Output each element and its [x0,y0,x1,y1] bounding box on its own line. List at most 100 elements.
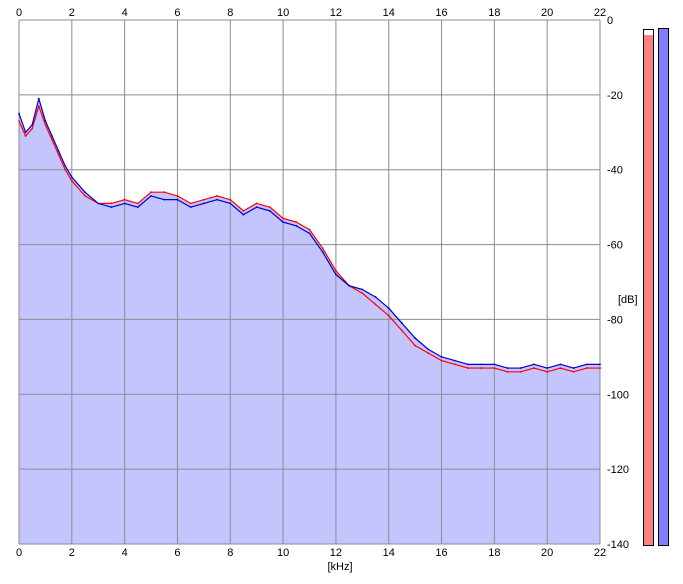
x-tick-label-top: 8 [227,7,233,19]
blue-channel-point [51,135,53,137]
blue-channel-point [348,284,351,287]
red-channel-point [44,123,47,126]
blue-channel-point [427,348,430,351]
red-channel-point [321,247,324,250]
spectrum-fill-layer [19,98,600,544]
red-channel-point [150,191,152,194]
red-channel-point [31,127,34,130]
x-axis-label: [kHz] [327,561,352,573]
blue-channel-point [84,191,86,194]
x-tick-label-top: 18 [488,7,500,19]
blue-channel-point [242,213,245,216]
blue-channel-point [123,202,126,205]
blue-channel-point [282,221,284,224]
red-channel-point [387,314,390,317]
x-tick-label-top: 20 [541,7,553,19]
blue-channel-point [97,202,100,205]
x-tick-label-top: 12 [330,7,342,19]
x-tick-label-top: 16 [435,7,447,19]
red-channel-point [24,135,27,137]
red-channel-point [189,202,192,205]
x-tick-label-top: 4 [122,7,128,19]
red-channel-point [216,195,218,197]
red-channel-point [427,352,430,355]
red-channel-point [176,195,179,197]
blue-channel-point [440,355,443,358]
x-tick-label-bottom: 22 [594,547,606,559]
red-channel-point [123,198,126,201]
x-tick-labels-bottom: 0 2 4 6 8 10 12 14 16 18 20 22 [16,547,606,559]
x-tick-label-bottom: 2 [69,547,75,559]
x-tick-label-top: 0 [16,7,22,19]
red-channel-point [37,105,40,107]
y-axis-label: [dB] [618,294,638,306]
red-channel-point [308,228,311,231]
red-channel-point [401,329,403,332]
red-channel-point [585,367,588,369]
blue-channel-point [70,176,73,179]
left-channel-level-meter [643,29,654,546]
x-tick-label-bottom: 6 [174,547,180,559]
blue-channel-point [64,165,67,167]
blue-channel-point [176,198,179,201]
blue-channel-point [189,206,192,209]
red-channel-point [229,198,232,201]
blue-channel-point [255,206,258,209]
red-channel-point [335,269,337,272]
blue-channel-point [321,251,324,253]
red-channel-point [64,168,67,171]
blue-channel-point [493,363,496,366]
y-tick-label: -80 [607,314,623,326]
red-channel-point [255,202,258,205]
x-tick-label-bottom: 4 [122,547,128,559]
y-tick-label: -100 [607,389,629,401]
blue-channel-point [308,232,311,235]
blue-channel-point [18,112,20,115]
red-channel-point [70,180,73,182]
red-channel-point [374,303,377,306]
red-channel-point [440,359,443,362]
blue-channel-point [268,209,271,212]
blue-channel-point [533,363,535,366]
red-channel-point [84,195,86,197]
x-tick-label-bottom: 12 [330,547,342,559]
x-tick-label-top: 10 [277,7,289,19]
red-channel-point [467,367,469,369]
x-tick-label-top: 6 [174,7,180,19]
blue-channel-point [37,97,40,100]
red-channel-point [268,206,271,209]
blue-channel-point [335,273,337,276]
blue-channel-point [480,363,483,366]
x-tick-label-bottom: 14 [383,547,395,559]
red-channel-point [599,367,601,369]
blue-channel-point [387,307,390,310]
red-channel-point [18,120,20,122]
blue-channel-point [24,131,27,134]
x-tick-label-bottom: 20 [541,547,553,559]
blue-channel-point [572,367,575,369]
blue-channel-point [374,296,377,298]
red-channel-point [242,209,245,212]
blue-channel-point [202,202,205,205]
red-channel-point [519,370,522,373]
red-channel-point [493,367,496,369]
red-channel-point [361,292,364,295]
y-tick-labels: 0 -20 -40 -60 -80 -100 -120 -140 [607,15,629,551]
blue-channel-point [150,195,152,197]
spectrum-area-fill [19,98,600,544]
right-channel-level-meter [658,28,669,546]
blue-channel-point [216,198,218,201]
blue-channel-point [401,322,403,325]
red-channel-point [559,367,562,369]
blue-channel-point [44,120,47,122]
blue-channel-point [453,359,456,362]
red-channel-point [572,370,575,373]
x-tick-label-bottom: 8 [227,547,233,559]
y-tick-label: -20 [607,90,623,102]
red-channel-point [295,221,298,224]
blue-channel-point [57,150,60,152]
red-channel-point [546,370,549,373]
y-tick-label: -140 [607,539,629,551]
red-channel-point [533,367,535,369]
